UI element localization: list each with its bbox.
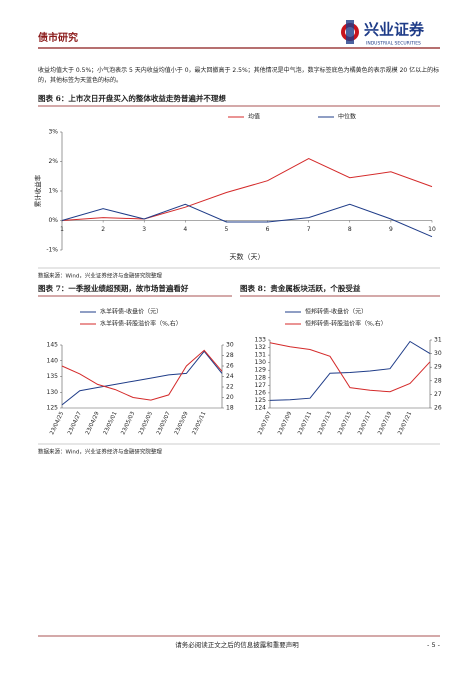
x-tick-label: 9	[389, 226, 393, 233]
y2-tick-label: 18	[226, 405, 234, 412]
x-tick-label: 4	[183, 226, 187, 233]
legend-label: 恒邦转债-收盘价（元）	[305, 308, 367, 316]
legend-label: 水羊转债-收盘价（元）	[100, 308, 162, 316]
y-tick-label: -1%	[46, 247, 58, 254]
y-tick-label: 0%	[48, 217, 58, 224]
y-tick-label: 135	[47, 373, 59, 380]
y2-tick-label: 26	[226, 363, 234, 370]
series-line	[61, 350, 223, 406]
y2-tick-label: 30	[434, 350, 442, 357]
page-number: - 5 -	[427, 641, 441, 649]
y2-tick-label: 31	[434, 337, 442, 344]
series-line	[61, 203, 433, 238]
series-line	[61, 158, 433, 221]
x-tick-label: 1	[60, 226, 64, 233]
y-tick-label: 126	[255, 389, 267, 396]
y2-tick-label: 24	[226, 373, 234, 380]
source: 数据来源：Wind，兴业证券经济与金融研究院整理	[38, 272, 162, 280]
y2-tick-label: 28	[226, 352, 234, 359]
y2-tick-label: 22	[226, 384, 234, 391]
y2-tick-label: 28	[434, 377, 442, 384]
figure-title: 图表 6：上市次日开盘买入的整体收益走势普遍并不理想	[38, 93, 226, 103]
y-tick-label: 125	[47, 405, 59, 412]
y-tick-label: 133	[255, 337, 267, 344]
series-line	[61, 349, 223, 401]
x-tick-label: 2	[101, 226, 105, 233]
y-tick-label: 2%	[48, 158, 58, 165]
figure-title: 图表 8：贵金属板块活跃，个股受益	[240, 283, 361, 293]
x-tick-label: 8	[348, 226, 352, 233]
y-tick-label: 129	[255, 367, 267, 374]
series-line	[269, 342, 431, 393]
x-tick-label: 7	[307, 226, 311, 233]
y-tick-label: 130	[47, 389, 59, 396]
y-tick-label: 1%	[48, 188, 58, 195]
y2-tick-label: 29	[434, 364, 442, 371]
source: 数据来源：Wind，兴业证券经济与金融研究院整理	[38, 448, 162, 456]
y-tick-label: 140	[47, 357, 59, 364]
y-tick-label: 125	[255, 397, 267, 404]
y-tick-label: 131	[255, 352, 267, 359]
legend-label: 恒邦转债-转股溢价率（%,右）	[305, 320, 387, 328]
legend-label: 水羊转债-转股溢价率（%,右）	[100, 320, 182, 328]
y-tick-label: 3%	[48, 129, 58, 136]
y2-tick-label: 27	[434, 391, 442, 398]
y-tick-label: 130	[255, 359, 267, 366]
x-tick-label: 6	[266, 226, 270, 233]
brand-en: INDUSTRIAL SECURITIES	[366, 41, 421, 47]
y2-tick-label: 26	[434, 405, 442, 412]
disclaimer: 请务必阅读正文之后的信息披露和重要声明	[175, 640, 299, 649]
x-tick-label: 3	[142, 226, 146, 233]
intro: 收益均值大于 0.5%；小气泡表示 5 天内收益均值小于 0，最大回撤高于 2.…	[38, 67, 440, 84]
y-tick-label: 145	[47, 342, 59, 349]
y-tick-label: 128	[255, 374, 267, 381]
y2-tick-label: 20	[226, 394, 234, 401]
y-tick-label: 124	[255, 405, 267, 412]
x-tick-label: 10	[428, 226, 436, 233]
series-line	[269, 340, 431, 401]
figure-title: 图表 7：一季报业绩超预期，故市场普遍看好	[38, 283, 189, 293]
y-axis-label: 累计收益率	[33, 174, 42, 207]
brand: 兴业证券	[364, 21, 425, 39]
intro-box: 收益均值大于 0.5%；小气泡表示 5 天内收益均值小于 0，最大回撤高于 2.…	[38, 67, 440, 84]
legend-label: 均值	[248, 113, 260, 121]
x-tick-label: 5	[225, 226, 229, 233]
y2-tick-label: 30	[226, 342, 234, 349]
legend-label: 中位数	[338, 113, 356, 121]
x-axis-label: 天数（天）	[230, 252, 265, 261]
section: 债市研究	[38, 31, 78, 44]
y-tick-label: 132	[255, 344, 267, 351]
y-tick-label: 127	[255, 382, 267, 389]
logo	[341, 20, 359, 44]
